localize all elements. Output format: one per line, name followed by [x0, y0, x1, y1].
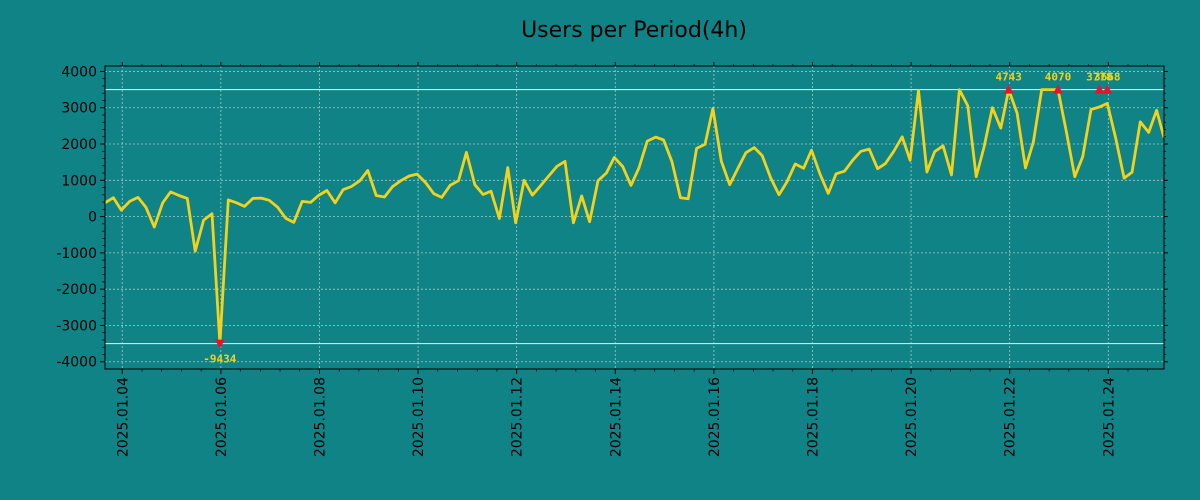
- y-tick-label: -2000: [56, 282, 97, 298]
- outlier-label: 4070: [1045, 71, 1072, 84]
- y-tick-label: 1000: [61, 173, 97, 189]
- x-tick-label: 2025.01.24: [1101, 377, 1117, 457]
- y-tick-label: -1000: [56, 246, 97, 262]
- x-tick-label: 2025.01.18: [805, 377, 821, 457]
- y-axis: 4000 3000 2000 1000 0 -1000 -2000 -3000 -4000: [56, 64, 1168, 371]
- x-tick-label: 2025.01.08: [312, 377, 328, 457]
- reference-lines: [105, 89, 1164, 345]
- y-tick-label: -4000: [56, 355, 97, 371]
- outlier-marker: [214, 339, 225, 349]
- outlier-label: 4743: [995, 71, 1022, 84]
- y-tick-label: 4000: [61, 64, 97, 80]
- x-tick-label: 2025.01.22: [1003, 377, 1019, 457]
- outlier-label: 3778: [1086, 71, 1113, 84]
- plot-area: [104, 65, 1165, 370]
- outlier-marker: [1102, 84, 1113, 94]
- y-tick-label: 2000: [61, 137, 97, 153]
- outlier-label: 3668: [1094, 71, 1121, 84]
- x-tick-label: 2025.01.14: [608, 377, 624, 457]
- plot-frame: [104, 65, 1165, 370]
- outlier-label: -9434: [203, 353, 236, 366]
- outlier-marker: [1094, 84, 1105, 94]
- y-tick-label: -3000: [56, 318, 97, 334]
- grid: [105, 66, 1164, 369]
- x-tick-label: 2025.01.06: [214, 377, 230, 457]
- outlier-marker: [1053, 84, 1064, 94]
- y-tick-label: 3000: [61, 101, 97, 117]
- x-tick-label: 2025.01.20: [904, 377, 920, 457]
- x-tick-label: 2025.01.10: [411, 377, 427, 457]
- outlier-marker: [1003, 84, 1014, 94]
- series: [104, 88, 1166, 346]
- x-tick-label: 2025.01.04: [115, 377, 131, 457]
- y-tick-label: 0: [88, 210, 97, 226]
- x-tick-label: 2025.01.16: [707, 377, 723, 457]
- chart-title: Users per Period(4h): [521, 18, 747, 43]
- x-axis: 2025.01.04 2025.01.06 2025.01.08 2025.01.10…: [115, 62, 1149, 457]
- x-tick-label: 2025.01.12: [510, 377, 526, 457]
- series-line: [104, 88, 1166, 346]
